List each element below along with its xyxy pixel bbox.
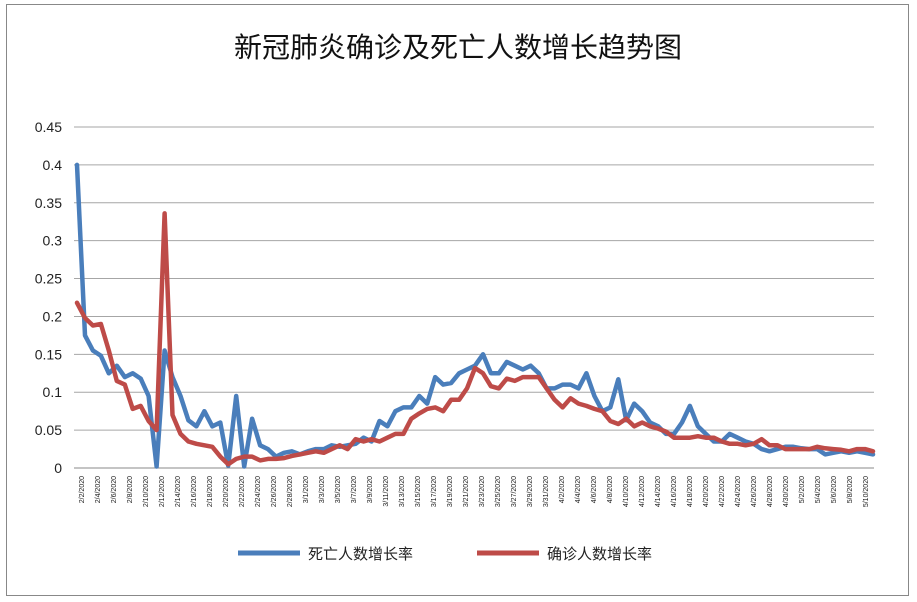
x-tick-label: 3/9/2020	[367, 476, 374, 503]
x-tick-label: 2/16/2020	[191, 476, 198, 507]
x-tick-label: 4/22/2020	[719, 476, 726, 507]
x-tick-label: 4/28/2020	[767, 476, 774, 507]
x-tick-label: 3/25/2020	[495, 476, 502, 507]
x-tick-label: 4/2/2020	[559, 476, 566, 503]
x-tick-label: 3/27/2020	[511, 476, 518, 507]
x-tick-label: 3/1/2020	[303, 476, 310, 503]
x-tick-label: 4/12/2020	[639, 476, 646, 507]
x-tick-label: 4/16/2020	[671, 476, 678, 507]
x-tick-label: 5/2/2020	[799, 476, 806, 503]
series-lines	[74, 162, 876, 469]
y-axis: 0 0.05 0.1 0.15 0.2 0.25 0.3 0.35 0.4 0.45	[35, 119, 62, 476]
y-tick-label: 0.15	[35, 346, 62, 362]
x-tick-label: 3/23/2020	[479, 476, 486, 507]
y-tick-label: 0.45	[35, 119, 62, 135]
x-tick-label: 4/24/2020	[735, 476, 742, 507]
x-tick-label: 2/12/2020	[159, 476, 166, 507]
x-tick-label: 3/21/2020	[463, 476, 470, 507]
x-tick-label: 3/7/2020	[351, 476, 358, 503]
x-tick-label: 4/10/2020	[623, 476, 630, 507]
x-tick-label: 3/13/2020	[399, 476, 406, 507]
y-tick-label: 0.1	[43, 384, 63, 400]
x-tick-label: 2/22/2020	[239, 476, 246, 507]
x-tick-label: 2/24/2020	[255, 476, 262, 507]
x-tick-label: 5/4/2020	[815, 476, 822, 503]
x-tick-label: 2/8/2020	[127, 476, 134, 503]
y-tick-label: 0.25	[35, 271, 62, 287]
y-tick-label: 0.35	[35, 195, 62, 211]
x-tick-label: 2/26/2020	[271, 476, 278, 507]
x-tick-label: 3/31/2020	[543, 476, 550, 507]
legend-label: 死亡人数增长率	[308, 545, 413, 563]
y-tick-label: 0.4	[43, 157, 63, 173]
x-tick-label: 4/30/2020	[783, 476, 790, 507]
legend: 死亡人数增长率 确诊人数增长率	[238, 545, 652, 563]
x-tick-label: 4/18/2020	[687, 476, 694, 507]
x-tick-label: 2/4/2020	[95, 476, 102, 503]
y-tick-label: 0.2	[43, 308, 63, 324]
chart-frame	[6, 4, 909, 596]
series-line-confirmed	[74, 211, 876, 467]
x-tick-label: 2/20/2020	[223, 476, 230, 507]
x-tick-label: 3/3/2020	[319, 476, 326, 503]
chart-title: 新冠肺炎确诊及死亡人数增长趋势图	[234, 31, 682, 64]
x-tick-label: 5/6/2020	[831, 476, 838, 503]
x-tick-label: 2/2/2020	[79, 476, 86, 503]
x-tick-label: 5/10/2020	[863, 476, 870, 507]
x-tick-label: 3/19/2020	[447, 476, 454, 507]
legend-label: 确诊人数增长率	[547, 545, 652, 563]
x-tick-label: 4/26/2020	[751, 476, 758, 507]
x-tick-label: 4/14/2020	[655, 476, 662, 507]
y-tick-label: 0	[54, 460, 62, 476]
x-tick-label: 3/11/2020	[383, 476, 390, 507]
x-tick-label: 2/18/2020	[207, 476, 214, 507]
x-axis: 2/2/2020 2/4/2020 2/6/2020 2/8/2020 2/10/202…	[79, 476, 870, 507]
x-tick-label: 5/8/2020	[847, 476, 854, 503]
y-tick-label: 0.05	[35, 422, 62, 438]
x-tick-label: 4/8/2020	[607, 476, 614, 503]
x-tick-label: 3/29/2020	[527, 476, 534, 507]
series-line-deaths	[74, 162, 876, 469]
x-tick-label: 3/17/2020	[431, 476, 438, 507]
x-tick-label: 4/6/2020	[591, 476, 598, 503]
x-tick-label: 3/15/2020	[415, 476, 422, 507]
x-tick-label: 2/10/2020	[143, 476, 150, 507]
x-tick-label: 2/28/2020	[287, 476, 294, 507]
x-tick-label: 4/20/2020	[703, 476, 710, 507]
x-tick-label: 2/14/2020	[175, 476, 182, 507]
x-tick-label: 2/6/2020	[111, 476, 118, 503]
x-tick-label: 3/5/2020	[335, 476, 342, 503]
y-tick-label: 0.3	[43, 233, 63, 249]
x-tick-label: 4/4/2020	[575, 476, 582, 503]
gridlines	[74, 126, 874, 469]
